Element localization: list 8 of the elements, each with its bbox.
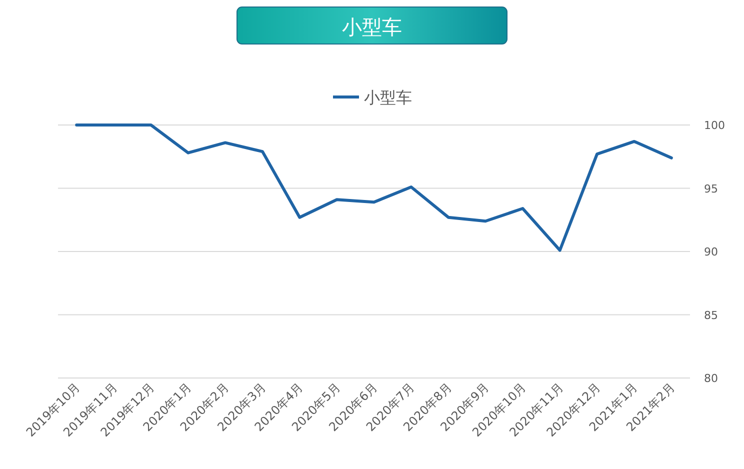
legend-label: 小型车 — [364, 88, 412, 107]
chart-title: 小型车 — [342, 15, 402, 39]
y-tick-label: 85 — [704, 308, 718, 322]
line-series — [75, 124, 673, 252]
y-tick-label: 95 — [704, 182, 718, 196]
y-tick-label: 80 — [704, 372, 718, 385]
y-tick-label: 90 — [704, 246, 718, 258]
y-tick-label: 100 — [704, 119, 725, 132]
